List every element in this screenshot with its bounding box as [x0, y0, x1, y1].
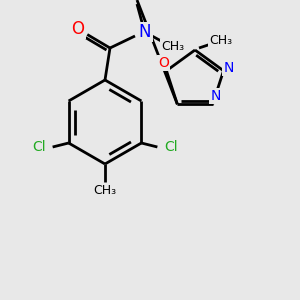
Text: CH₃: CH₃ — [93, 184, 117, 196]
Text: CH₃: CH₃ — [161, 40, 184, 52]
Text: O: O — [158, 56, 169, 70]
Text: N: N — [210, 89, 221, 103]
Text: Cl: Cl — [165, 140, 178, 154]
Text: O: O — [71, 20, 85, 38]
Text: Cl: Cl — [32, 140, 45, 154]
Text: N: N — [139, 23, 151, 41]
Text: N: N — [223, 61, 234, 75]
Text: CH₃: CH₃ — [209, 34, 232, 46]
